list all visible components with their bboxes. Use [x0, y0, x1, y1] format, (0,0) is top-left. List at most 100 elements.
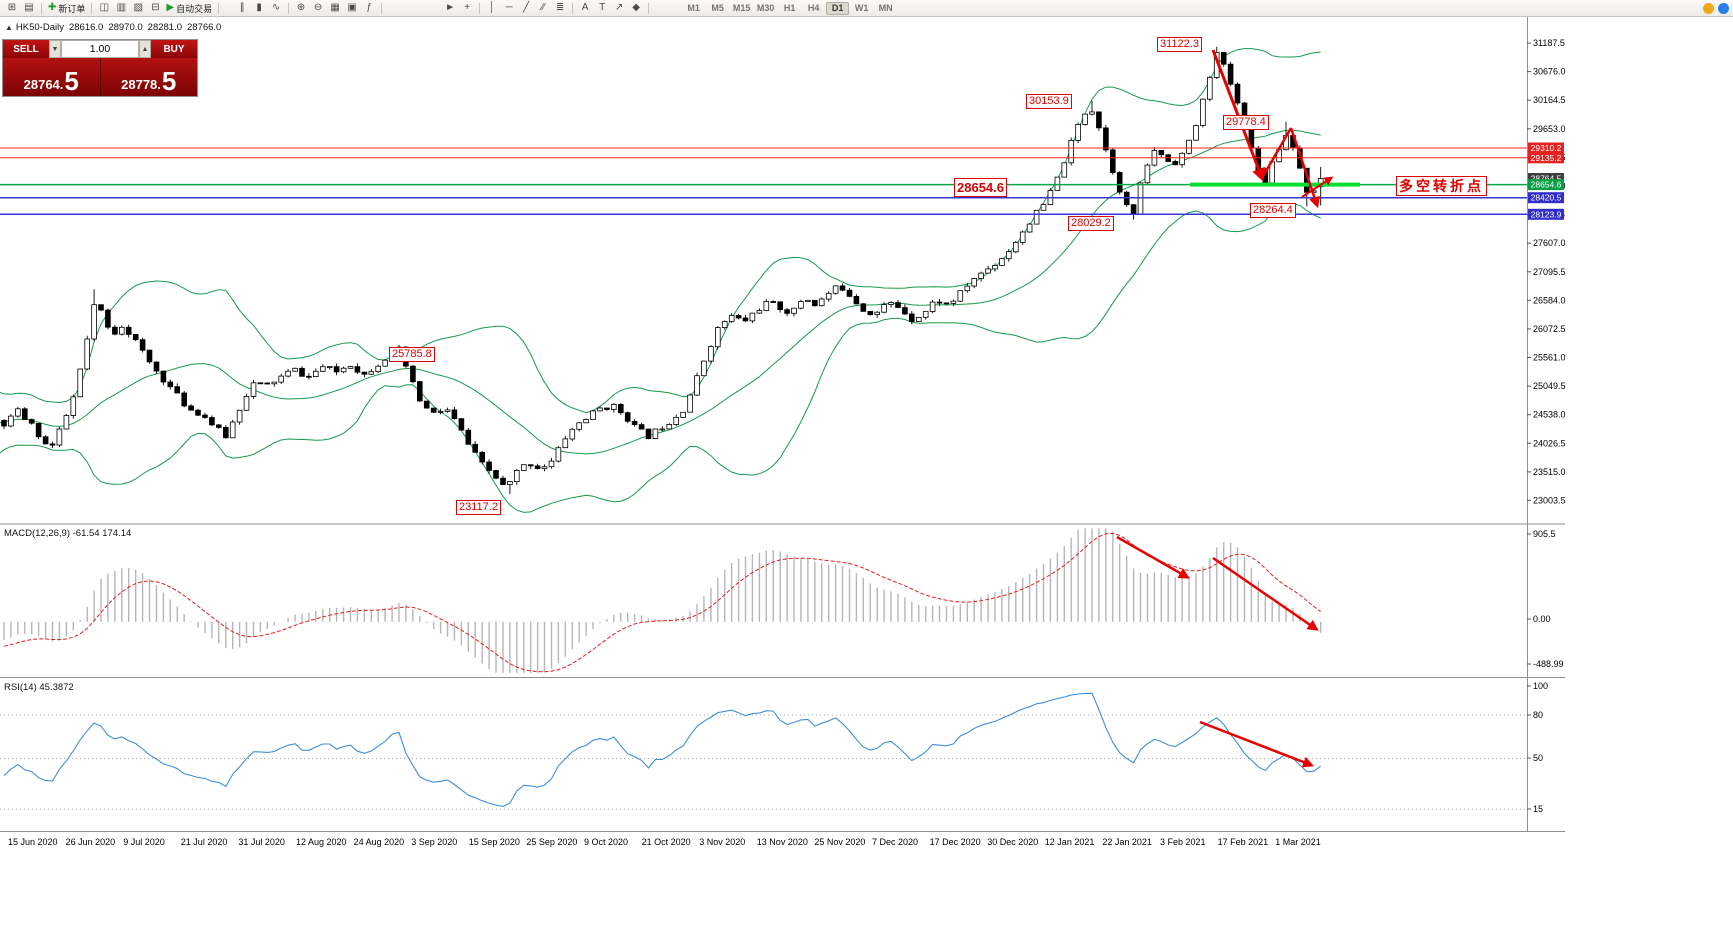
- terminal-icon-icon: ⊟: [151, 2, 160, 13]
- timeframe-m30-button[interactable]: M30: [756, 2, 775, 13]
- price-annotation[interactable]: 25785.8: [389, 347, 435, 362]
- line-chart-icon[interactable]: ∿: [268, 1, 284, 15]
- timeframe-m5-button[interactable]: M5: [711, 2, 724, 13]
- shapes-icon-icon: ◆: [632, 2, 640, 13]
- date-tick-label: 22 Jan 2021: [1102, 837, 1152, 847]
- price-label-chip-text: 28764.5: [1531, 174, 1562, 184]
- fibonacci-icon[interactable]: ≣: [552, 1, 568, 15]
- timeframe-m15-button[interactable]: M15: [732, 2, 751, 13]
- sell-button[interactable]: SELL: [3, 40, 49, 58]
- timeframe-w1-button[interactable]: W1: [854, 2, 869, 13]
- new-chart-icon-icon: ⊞: [7, 2, 17, 13]
- buy-price-display[interactable]: 28778. 5: [100, 58, 197, 96]
- zoom-out-icon[interactable]: ⊖: [310, 1, 326, 15]
- autotrading-button[interactable]: ▶ 自动交易: [164, 1, 214, 15]
- trend-arrow[interactable]: [1289, 127, 1320, 209]
- timeframe-d1-button[interactable]: D1: [826, 1, 850, 15]
- macd-indicator-label: MACD(12,26,9) -61.54 174.14: [4, 528, 131, 539]
- trade-panel-top-row: SELL ▼ ▲ BUY: [3, 40, 197, 58]
- price-label-chip-text: 28123.9: [1531, 209, 1562, 219]
- bar-chart-icon[interactable]: ∥: [234, 1, 250, 15]
- price-annotation[interactable]: 28264.4: [1250, 203, 1296, 218]
- candlestick-chart-icon[interactable]: ▮: [251, 1, 267, 15]
- text-label-icon[interactable]: T: [594, 1, 610, 15]
- price-annotation[interactable]: 31122.3: [1157, 37, 1202, 52]
- trend-arrow[interactable]: [1211, 49, 1265, 182]
- market-watch-icon-icon: ◫: [99, 2, 110, 13]
- note-annotation[interactable]: 多空转折点: [1396, 176, 1487, 196]
- lot-increase-button[interactable]: ▲: [139, 40, 151, 58]
- horizontal-line-icon[interactable]: ─: [501, 1, 517, 15]
- price-tick-label: 25049.5: [1533, 381, 1566, 391]
- arrow-objects-icon[interactable]: ↗: [611, 1, 627, 15]
- trend-arrow[interactable]: [1260, 127, 1293, 179]
- community-blue-icon[interactable]: [1718, 2, 1729, 14]
- shapes-icon[interactable]: ◆: [628, 1, 644, 15]
- data-window-icon-icon: ▥: [116, 2, 127, 13]
- date-tick-label: 15 Sep 2020: [469, 837, 520, 847]
- price-annotation[interactable]: 28029.2: [1068, 216, 1114, 231]
- text-icon[interactable]: A: [577, 1, 593, 15]
- indicators-icon-icon: ƒ: [366, 2, 372, 13]
- sell-price-display[interactable]: 28764. 5: [3, 58, 101, 96]
- price-label-chip: [1528, 152, 1564, 164]
- timeframe-h1-button[interactable]: H1: [783, 2, 796, 13]
- price-label-chip: [1528, 179, 1564, 191]
- trade-panel-toggle-icon[interactable]: ▲: [5, 23, 13, 32]
- price-annotation[interactable]: 29778.4: [1223, 115, 1269, 130]
- rsi-title: RSI(14): [4, 682, 37, 693]
- horizontal-line-icon-icon: ─: [505, 2, 513, 13]
- templates-icon[interactable]: ▣: [344, 1, 360, 15]
- cursor-icon-icon: ►: [445, 2, 456, 13]
- trend-arrow[interactable]: [1301, 176, 1334, 198]
- lot-size-input[interactable]: [61, 40, 139, 58]
- cursor-icon[interactable]: ►: [442, 1, 458, 15]
- rsi-indicator-label: RSI(14) 45.3872: [4, 682, 74, 693]
- equidistant-channel-icon[interactable]: ∕∕: [535, 1, 551, 15]
- navigator-icon[interactable]: ▧: [130, 1, 146, 15]
- rsi-arrow[interactable]: [1199, 720, 1315, 768]
- date-tick-label: 3 Feb 2021: [1160, 837, 1206, 847]
- tile-windows-icon[interactable]: ▦: [327, 1, 343, 15]
- toolbar-separator: [91, 2, 93, 14]
- macd-arrow[interactable]: [1116, 535, 1190, 579]
- candlesticks-layer: [1, 46, 1324, 495]
- timeframe-h4-button[interactable]: H4: [807, 2, 820, 13]
- time-axis: 15 Jun 2020 26 Jun 2020 9 Jul 2020 21 Jul 2…: [8, 837, 1321, 847]
- vertical-line-icon[interactable]: │: [484, 1, 500, 15]
- timeframe-m1-button[interactable]: M1: [687, 2, 700, 13]
- community-orange-icon[interactable]: [1703, 2, 1714, 14]
- new-order-button[interactable]: ✚ 新订单: [46, 1, 87, 15]
- crosshair-icon[interactable]: +: [459, 1, 475, 15]
- bollinger-upper-band: [0, 48, 1321, 414]
- lot-decrease-button[interactable]: ▼: [49, 40, 61, 58]
- zoom-in-icon[interactable]: ⊕: [293, 1, 309, 15]
- buy-button[interactable]: BUY: [151, 40, 197, 58]
- profiles-icon-icon: ▤: [24, 2, 34, 13]
- toolbar-separator: [218, 2, 220, 14]
- price-annotation[interactable]: 28654.6: [954, 178, 1007, 197]
- date-tick-label: 21 Jul 2020: [181, 837, 228, 847]
- autotrading-icon: ▶: [166, 2, 175, 13]
- rsi-tick-label: 80: [1533, 710, 1543, 720]
- new-chart-icon[interactable]: ⊞: [4, 1, 20, 15]
- date-tick-label: 31 Jul 2020: [238, 837, 285, 847]
- price-axis: 31187.530676.030164.529653.029141.528630…: [1527, 15, 1566, 831]
- sell-price-main: 28764.: [23, 77, 64, 92]
- terminal-icon[interactable]: ⊟: [147, 1, 163, 15]
- rsi-panel: [0, 692, 1527, 810]
- price-label-chip-text: 28420.5: [1531, 193, 1562, 203]
- trendline-icon[interactable]: ╱: [518, 1, 534, 15]
- price-annotation[interactable]: 23117.2: [456, 500, 501, 515]
- market-watch-icon[interactable]: ◫: [96, 1, 112, 15]
- autotrading-button-label: 自动交易: [176, 3, 213, 14]
- data-window-icon[interactable]: ▥: [113, 1, 129, 15]
- profiles-icon[interactable]: ▤: [21, 1, 37, 15]
- price-label-chip-text: 29310.2: [1531, 143, 1562, 153]
- indicators-icon[interactable]: ƒ: [361, 1, 377, 15]
- macd-arrow[interactable]: [1212, 556, 1319, 631]
- price-annotation[interactable]: 30153.9: [1026, 94, 1072, 109]
- timeframe-mn-button[interactable]: MN: [878, 2, 893, 13]
